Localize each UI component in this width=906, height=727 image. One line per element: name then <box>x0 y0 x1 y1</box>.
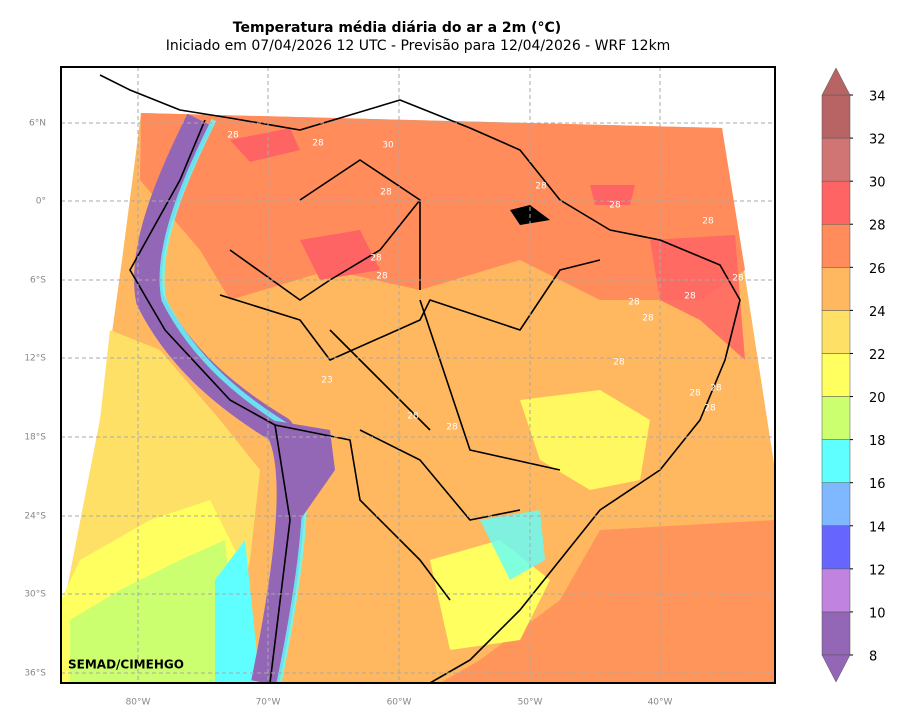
lat-label: 0° <box>36 197 46 207</box>
contour-label: 28 <box>710 384 722 394</box>
colorbar-band <box>821 180 851 225</box>
contour-label: 23 <box>321 376 332 386</box>
colorbar-label: 34 <box>869 90 886 105</box>
colorbar-band <box>821 223 851 268</box>
colorbar-band <box>821 310 851 354</box>
lat-label: 24°S <box>24 512 46 522</box>
map-title: Temperatura média diária do ar a 2m (°C) <box>233 20 561 36</box>
contour-label: 28 <box>684 292 696 302</box>
contour-label: 28 <box>702 217 714 227</box>
contour-label: 28 <box>380 188 392 198</box>
colorbar-label: 26 <box>869 262 886 277</box>
contour-label: 28 <box>376 272 388 282</box>
map-subtitle: Iniciado em 07/04/2026 12 UTC - Previsão… <box>166 38 671 54</box>
colorbar-label: 28 <box>869 219 886 234</box>
contour-label: 28 <box>312 139 324 149</box>
contour-label: 28 <box>613 358 625 368</box>
lat-label: 36°S <box>24 669 46 679</box>
lon-label: 70°W <box>256 698 281 708</box>
colorbar-label: 22 <box>869 348 886 363</box>
contour-label: 28 <box>446 423 458 433</box>
colorbar-label: 14 <box>869 520 886 535</box>
map-frame <box>60 66 776 684</box>
colorbar-label: 30 <box>869 176 886 191</box>
lon-label: 40°W <box>648 698 673 708</box>
contour-label: 28 <box>227 131 239 141</box>
contour-label: 28 <box>609 201 621 211</box>
colorbar-band <box>821 482 851 527</box>
contour-label: 28 <box>689 389 701 399</box>
lat-label: 6°S <box>30 276 46 286</box>
contour-label: 28 <box>628 298 640 308</box>
lon-label: 80°W <box>126 698 151 708</box>
colorbar-label: 18 <box>869 434 886 449</box>
colorbar-over <box>821 67 851 96</box>
colorbar-label: 16 <box>869 477 886 492</box>
contour-label: 28 <box>407 412 419 422</box>
lat-label: 30°S <box>24 590 46 600</box>
contour-label: 28 <box>370 254 382 264</box>
colorbar-band <box>821 94 851 139</box>
map-field <box>61 67 775 683</box>
colorbar-label: 32 <box>869 133 886 148</box>
lat-label: 12°S <box>24 354 46 364</box>
contour-label: 30 <box>382 141 394 151</box>
lon-label: 60°W <box>387 698 412 708</box>
colorbar-band <box>821 439 851 483</box>
colorbar-under <box>821 654 851 683</box>
colorbar-label: 10 <box>869 606 886 621</box>
colorbar-band <box>821 396 851 440</box>
colorbar-band <box>821 525 851 570</box>
colorbar-band <box>821 353 851 397</box>
colorbar-label: 12 <box>869 563 886 578</box>
lon-label: 50°W <box>518 698 543 708</box>
contour-label: 28 <box>704 404 716 414</box>
lat-label: 18°S <box>24 433 46 443</box>
colorbar-band <box>821 267 851 311</box>
colorbar-label: 24 <box>869 305 886 320</box>
contour-label: 28 <box>642 314 654 324</box>
colorbar-band <box>821 137 851 182</box>
colorbar-band <box>821 568 851 613</box>
contour-label: 28 <box>732 274 744 284</box>
lat-label: 6°N <box>29 119 46 129</box>
colorbar-label: 20 <box>869 391 886 406</box>
credit: SEMAD/CIMEHGO <box>68 658 184 672</box>
colorbar-label: 8 <box>869 650 877 665</box>
colorbar-band <box>821 611 851 656</box>
contour-label: 28 <box>535 182 547 192</box>
